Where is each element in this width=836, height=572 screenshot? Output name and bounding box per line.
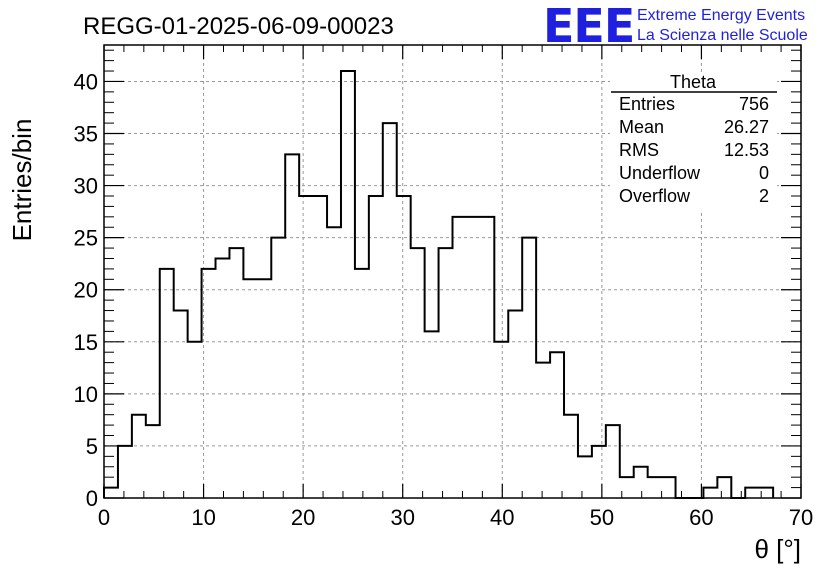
logo-mark: EEE (543, 0, 634, 53)
histogram-outline (103, 70, 775, 499)
x-tick-label: 70 (789, 505, 813, 530)
histogram-bin (522, 238, 536, 498)
stats-label: Mean (619, 117, 664, 137)
y-tick-label: 20 (74, 278, 98, 303)
histogram-bin (313, 196, 327, 498)
histogram-bin (592, 446, 606, 498)
stats-label: Overflow (619, 186, 691, 206)
histogram-bin (745, 488, 759, 498)
histogram-bin (174, 311, 188, 498)
x-tick-labels: 0 10 20 30 40 50 60 70 (98, 505, 813, 530)
y-tick-label: 35 (74, 122, 98, 147)
stats-box-title: Theta (670, 72, 717, 92)
histogram-bin (717, 477, 731, 498)
histogram-bin (703, 488, 717, 498)
y-tick-label: 5 (86, 434, 98, 459)
stats-value: 2 (759, 186, 769, 206)
histogram-bin (271, 238, 285, 498)
histogram-bin (243, 279, 257, 498)
x-tick-label: 40 (490, 505, 514, 530)
y-tick-label: 40 (74, 69, 98, 94)
x-tick-label: 50 (590, 505, 614, 530)
histogram-bin (453, 217, 467, 498)
y-axis-title: Entries/bin (7, 119, 37, 242)
stats-box-background (610, 75, 777, 210)
histogram-bin (132, 415, 146, 498)
histogram-bin (397, 196, 411, 498)
x-tick-label: 60 (689, 505, 713, 530)
x-tick-label: 30 (390, 505, 414, 530)
histogram-bin (439, 248, 453, 498)
histogram-bin (355, 269, 369, 498)
y-tick-label: 25 (74, 226, 98, 251)
histogram-bin (369, 196, 383, 498)
logo-line-2: La Scienza nelle Scuole (637, 27, 808, 44)
histogram-bin (160, 269, 174, 498)
histogram-bin (634, 467, 648, 498)
y-tick-label: 10 (74, 382, 98, 407)
histogram-bin (578, 456, 592, 498)
histogram-bin (257, 279, 271, 498)
stats-value: 756 (739, 94, 769, 114)
histogram-bin (188, 342, 202, 498)
histogram-bin (216, 258, 230, 498)
histogram-bin (564, 415, 578, 498)
histogram-bin (662, 477, 676, 498)
histogram-bin (425, 331, 439, 498)
histogram-bin (341, 71, 355, 498)
x-tick-label: 10 (191, 505, 215, 530)
histogram-bin (466, 217, 480, 498)
stats-value: 0 (759, 163, 769, 183)
histogram-bin (327, 227, 341, 498)
stats-value: 12.53 (724, 140, 769, 160)
histogram-bin (229, 248, 243, 498)
histogram-bin (648, 477, 662, 498)
run-title: REGG-01-2025-06-09-00023 (83, 13, 394, 40)
stats-value: 26.27 (724, 117, 769, 137)
x-tick-label: 0 (98, 505, 110, 530)
histogram-bin (480, 217, 494, 498)
histogram-bin (606, 425, 620, 498)
histogram-bin (550, 352, 564, 498)
histogram-bin (508, 311, 522, 498)
y-tick-label: 15 (74, 330, 98, 355)
grid (104, 45, 801, 498)
y-tick-label: 0 (86, 486, 98, 511)
y-tick-labels: 0 5 10 15 20 25 30 35 40 (74, 69, 98, 511)
x-axis-title: θ [°] (754, 534, 801, 564)
logo-line-1: Extreme Energy Events (637, 7, 805, 24)
histogram-bin (536, 363, 550, 498)
stats-box: Theta Entries 756 Mean 26.27 RMS 12.53 Underfl… (610, 72, 777, 210)
histogram-bin (146, 425, 160, 498)
stats-label: RMS (619, 140, 659, 160)
plot-frame (103, 44, 802, 499)
histogram-bin (411, 248, 425, 498)
histogram-bin (104, 488, 118, 498)
histogram-bin (494, 342, 508, 498)
histogram-bin (118, 446, 132, 498)
stats-label: Underflow (619, 163, 701, 183)
histogram-bin (285, 154, 299, 498)
x-tick-label: 20 (291, 505, 315, 530)
histogram-bin (299, 196, 313, 498)
y-tick-label: 30 (74, 174, 98, 199)
stats-label: Entries (619, 94, 675, 114)
eee-logo: EEE Extreme Energy Events La Scienza nel… (543, 0, 808, 53)
histogram-bin (383, 123, 397, 498)
